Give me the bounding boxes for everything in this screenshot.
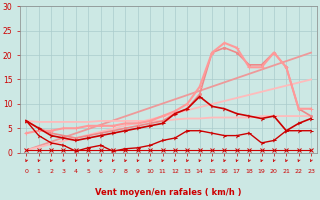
X-axis label: Vent moyen/en rafales ( km/h ): Vent moyen/en rafales ( km/h ) [95, 188, 242, 197]
